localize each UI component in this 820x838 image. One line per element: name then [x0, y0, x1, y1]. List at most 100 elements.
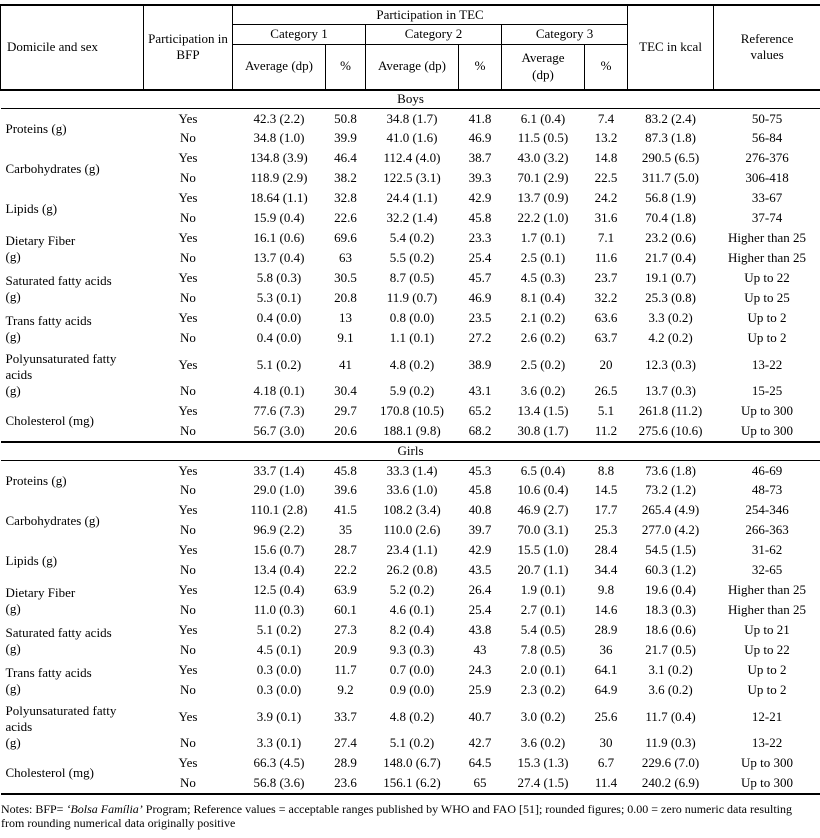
cat3-average: 22.2 (1.0) [502, 209, 585, 229]
cat1-percent: 27.4 [326, 734, 366, 754]
reference-values: Up to 300 [714, 754, 820, 774]
bfp-participation: No [144, 681, 233, 701]
cat2-average: 33.3 (1.4) [366, 461, 459, 481]
cat3-average: 46.9 (2.7) [502, 501, 585, 521]
cat2-average: 170.8 (10.5) [366, 402, 459, 422]
cat3-average: 2.7 (0.1) [502, 601, 585, 621]
bfp-participation: Yes [144, 701, 233, 734]
cat2-percent: 24.3 [459, 661, 502, 681]
cat1-percent: 33.7 [326, 701, 366, 734]
cat3-average: 3.0 (0.2) [502, 701, 585, 734]
cat2-percent: 26.4 [459, 581, 502, 601]
cat3-average: 2.5 (0.1) [502, 249, 585, 269]
cat3-average: 2.0 (0.1) [502, 661, 585, 681]
cat3-percent: 8.8 [585, 461, 628, 481]
nutrient-label: Proteins (g) [1, 461, 144, 501]
bfp-participation: No [144, 601, 233, 621]
cat2-average: 9.3 (0.3) [366, 641, 459, 661]
cat3-percent: 26.5 [585, 382, 628, 402]
tec-kcal: 54.5 (1.5) [628, 541, 714, 561]
cat2-average: 5.2 (0.2) [366, 581, 459, 601]
cat2-average: 33.6 (1.0) [366, 481, 459, 501]
cat2-percent: 39.7 [459, 521, 502, 541]
bfp-participation: No [144, 289, 233, 309]
cat1-average: 5.8 (0.3) [233, 269, 326, 289]
cat1-percent: 23.6 [326, 774, 366, 794]
cat2-percent: 42.9 [459, 541, 502, 561]
reference-values: 12-21 [714, 701, 820, 734]
cat2-percent: 65.2 [459, 402, 502, 422]
cat1-percent: 13 [326, 309, 366, 329]
header-category-3: Category 3 [502, 25, 628, 44]
tec-kcal: 261.8 (11.2) [628, 402, 714, 422]
tec-kcal: 311.7 (5.0) [628, 169, 714, 189]
cat3-percent: 6.7 [585, 754, 628, 774]
reference-values: Up to 2 [714, 661, 820, 681]
cat2-average: 8.2 (0.4) [366, 621, 459, 641]
tec-kcal: 240.2 (6.9) [628, 774, 714, 794]
cat1-average: 13.4 (0.4) [233, 561, 326, 581]
nutrient-label: Polyunsaturated fatty acids (g) [1, 701, 144, 754]
cat1-percent: 20.6 [326, 422, 366, 442]
cat2-percent: 38.7 [459, 149, 502, 169]
bfp-participation: Yes [144, 541, 233, 561]
cat1-percent: 38.2 [326, 169, 366, 189]
cat3-average: 2.1 (0.2) [502, 309, 585, 329]
cat2-percent: 43.8 [459, 621, 502, 641]
reference-values: Up to 22 [714, 269, 820, 289]
cat1-average: 5.3 (0.1) [233, 289, 326, 309]
nutrient-label: Lipids (g) [1, 541, 144, 581]
cat2-percent: 45.8 [459, 209, 502, 229]
tec-kcal: 73.2 (1.2) [628, 481, 714, 501]
bfp-participation: Yes [144, 461, 233, 481]
cat3-percent: 11.6 [585, 249, 628, 269]
cat3-percent: 14.6 [585, 601, 628, 621]
section-title: Girls [1, 442, 820, 461]
cat3-average: 1.9 (0.1) [502, 581, 585, 601]
cat1-percent: 30.5 [326, 269, 366, 289]
cat1-percent: 22.2 [326, 561, 366, 581]
cat3-average: 27.4 (1.5) [502, 774, 585, 794]
cat3-percent: 20 [585, 349, 628, 382]
cat2-percent: 46.9 [459, 129, 502, 149]
cat2-average: 4.8 (0.2) [366, 701, 459, 734]
tec-kcal: 290.5 (6.5) [628, 149, 714, 169]
header-tec-span: Participation in TEC [233, 5, 628, 25]
reference-values: Up to 2 [714, 309, 820, 329]
table-header: Domicile and sex Participation in BFP Pa… [1, 5, 820, 90]
header-domicile-sex: Domicile and sex [1, 5, 144, 90]
nutrient-label: Lipids (g) [1, 189, 144, 229]
cat3-average: 30.8 (1.7) [502, 422, 585, 442]
cat1-average: 56.8 (3.6) [233, 774, 326, 794]
header-cat1-percent: % [326, 44, 366, 90]
notes-bolsa-familia: ‘Bolsa Família’ [66, 802, 142, 816]
cat1-percent: 39.9 [326, 129, 366, 149]
bfp-participation: Yes [144, 621, 233, 641]
cat2-average: 0.9 (0.0) [366, 681, 459, 701]
cat2-average: 24.4 (1.1) [366, 189, 459, 209]
cat2-average: 5.1 (0.2) [366, 734, 459, 754]
nutrient-label: Cholesterol (mg) [1, 402, 144, 442]
bfp-participation: No [144, 641, 233, 661]
header-tec-kcal: TEC in kcal [628, 5, 714, 90]
cat2-percent: 41.8 [459, 109, 502, 129]
bfp-participation: Yes [144, 402, 233, 422]
cat1-percent: 9.2 [326, 681, 366, 701]
nutrient-label: Carbohydrates (g) [1, 501, 144, 541]
cat2-average: 26.2 (0.8) [366, 561, 459, 581]
cat1-average: 13.7 (0.4) [233, 249, 326, 269]
cat3-percent: 63.7 [585, 329, 628, 349]
bfp-participation: Yes [144, 229, 233, 249]
bfp-participation: Yes [144, 661, 233, 681]
cat2-average: 23.4 (1.1) [366, 541, 459, 561]
cat2-average: 5.5 (0.2) [366, 249, 459, 269]
cat3-average: 3.6 (0.2) [502, 734, 585, 754]
tec-kcal: 19.1 (0.7) [628, 269, 714, 289]
reference-values: 50-75 [714, 109, 820, 129]
bfp-participation: No [144, 382, 233, 402]
cat2-average: 5.4 (0.2) [366, 229, 459, 249]
cat3-average: 5.4 (0.5) [502, 621, 585, 641]
cat1-percent: 20.9 [326, 641, 366, 661]
table-notes: Notes: BFP= ‘Bolsa Família’ Program; Ref… [0, 795, 820, 838]
